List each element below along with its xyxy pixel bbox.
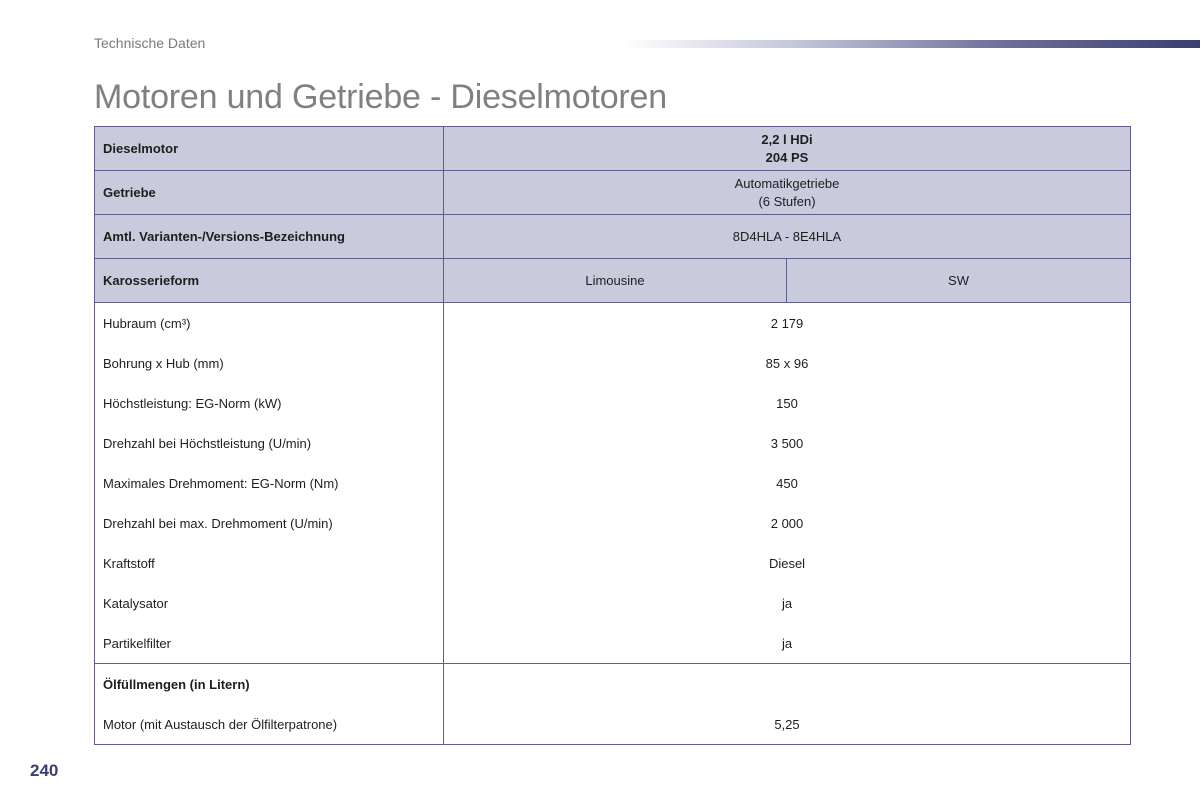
engine-label: Dieselmotor xyxy=(94,126,444,171)
row-label: Motor (mit Austausch der Ölfilterpatrone… xyxy=(94,704,444,745)
oil-capacity-header-empty xyxy=(443,663,1132,704)
oil-capacity-label: Ölfüllmengen (in Litern) xyxy=(94,663,444,704)
row-value: 3 500 xyxy=(443,423,1132,463)
row-value: 2 179 xyxy=(443,302,1132,343)
table-row: Bohrung x Hub (mm) 85 x 96 xyxy=(94,343,1132,383)
spec-table: Dieselmotor 2,2 l HDi 204 PS Getriebe Au… xyxy=(94,126,1132,745)
row-label: Partikelfilter xyxy=(94,623,444,664)
page-number: 240 xyxy=(30,761,59,780)
table-row: Katalysator ja xyxy=(94,583,1132,623)
gearbox-value-line1: Automatikgetriebe xyxy=(734,175,840,191)
oil-capacity-header-row: Ölfüllmengen (in Litern) xyxy=(94,663,1132,704)
table-row: Maximales Drehmoment: EG-Norm (Nm) 450 xyxy=(94,463,1132,503)
row-label: Maximales Drehmoment: EG-Norm (Nm) xyxy=(94,463,444,503)
table-row: Drehzahl bei Höchstleistung (U/min) 3 50… xyxy=(94,423,1132,463)
row-label: Drehzahl bei Höchstleistung (U/min) xyxy=(94,423,444,463)
header-gradient-bar xyxy=(622,40,1200,48)
row-value: 450 xyxy=(443,463,1132,503)
page-title: Motoren und Getriebe - Dieselmotoren xyxy=(94,78,667,116)
row-value: ja xyxy=(443,623,1132,664)
row-label: Bohrung x Hub (mm) xyxy=(94,343,444,383)
gearbox-row: Getriebe Automatikgetriebe (6 Stufen) xyxy=(94,170,1132,215)
gearbox-label: Getriebe xyxy=(94,170,444,215)
row-value: 85 x 96 xyxy=(443,343,1132,383)
row-label: Höchstleistung: EG-Norm (kW) xyxy=(94,383,444,423)
engine-value-line1: 2,2 l HDi xyxy=(761,131,813,147)
engine-row: Dieselmotor 2,2 l HDi 204 PS xyxy=(94,126,1132,171)
table-row: Hubraum (cm³) 2 179 xyxy=(94,302,1132,343)
variant-row: Amtl. Varianten-/Versions-Bezeichnung 8D… xyxy=(94,214,1132,259)
row-value: 2 000 xyxy=(443,503,1132,543)
table-row: Motor (mit Austausch der Ölfilterpatrone… xyxy=(94,704,1132,745)
variant-value: 8D4HLA - 8E4HLA xyxy=(442,214,1132,259)
engine-value: 2,2 l HDi 204 PS xyxy=(442,126,1132,171)
body-type-sw: SW xyxy=(785,258,1132,303)
body-type-label: Karosserieform xyxy=(94,258,444,303)
body-type-row: Karosserieform Limousine SW xyxy=(94,258,1132,303)
table-row: Partikelfilter ja xyxy=(94,623,1132,664)
row-label: Kraftstoff xyxy=(94,543,444,583)
table-row: Kraftstoff Diesel xyxy=(94,543,1132,583)
section-label: Technische Daten xyxy=(94,35,206,51)
gearbox-value-line2: (6 Stufen) xyxy=(758,193,816,209)
row-value: Diesel xyxy=(443,543,1132,583)
row-label: Drehzahl bei max. Drehmoment (U/min) xyxy=(94,503,444,543)
row-value: 5,25 xyxy=(443,704,1132,745)
row-value: ja xyxy=(443,583,1132,623)
table-row: Höchstleistung: EG-Norm (kW) 150 xyxy=(94,383,1132,423)
row-value: 150 xyxy=(443,383,1132,423)
body-type-limousine: Limousine xyxy=(443,258,787,303)
gearbox-value: Automatikgetriebe (6 Stufen) xyxy=(442,170,1132,215)
table-row: Drehzahl bei max. Drehmoment (U/min) 2 0… xyxy=(94,503,1132,543)
row-label: Katalysator xyxy=(94,583,444,623)
row-label: Hubraum (cm³) xyxy=(94,302,444,343)
engine-value-line2: 204 PS xyxy=(765,149,809,165)
variant-label: Amtl. Varianten-/Versions-Bezeichnung xyxy=(94,214,444,259)
